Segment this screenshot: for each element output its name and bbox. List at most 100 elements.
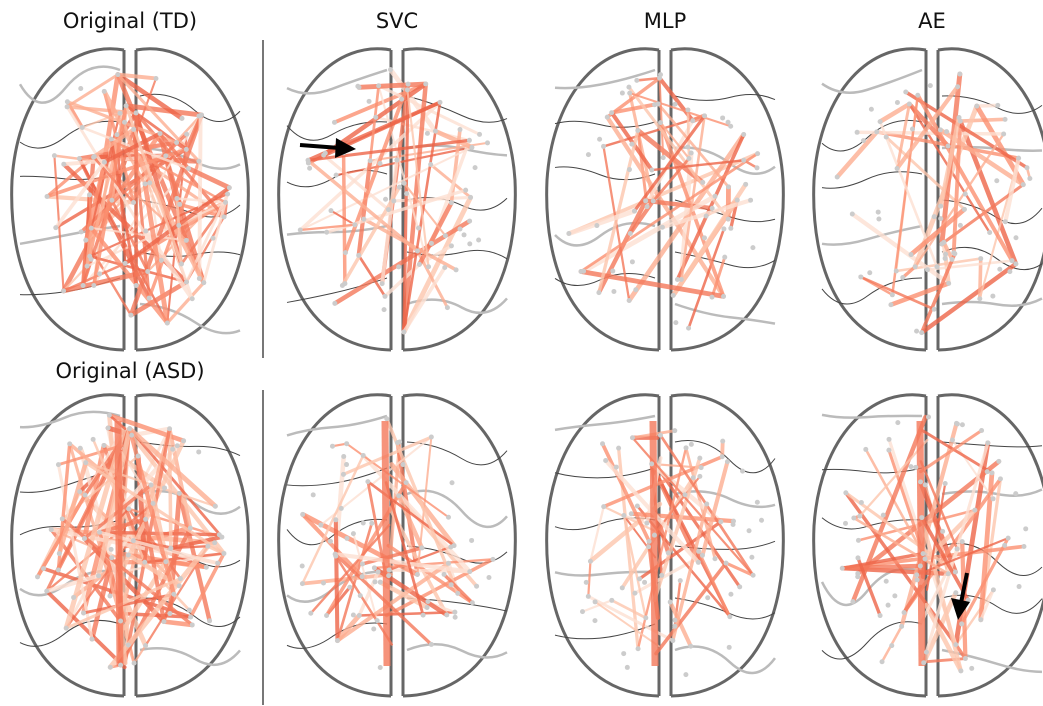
node: [755, 151, 760, 156]
node: [161, 619, 166, 624]
node: [163, 559, 168, 564]
node: [632, 591, 637, 596]
node: [1007, 269, 1012, 274]
node: [955, 422, 960, 427]
node: [888, 302, 893, 307]
node: [651, 199, 656, 204]
node: [727, 645, 732, 650]
node: [170, 447, 175, 452]
node: [586, 152, 591, 157]
node: [946, 281, 951, 286]
node: [131, 127, 136, 132]
node: [687, 156, 692, 161]
node: [685, 144, 690, 149]
connection: [688, 110, 689, 159]
node: [712, 556, 717, 561]
node: [449, 200, 454, 205]
node: [102, 160, 107, 165]
node: [453, 615, 458, 620]
connection: [880, 104, 909, 122]
node: [908, 464, 913, 469]
node: [344, 441, 349, 446]
gyrus: [287, 70, 387, 93]
node: [644, 521, 649, 526]
node: [1017, 584, 1022, 589]
node: [886, 448, 891, 453]
node: [594, 223, 599, 228]
node: [131, 200, 136, 205]
node: [636, 646, 641, 651]
node: [179, 116, 184, 121]
node: [438, 100, 443, 105]
node: [759, 518, 764, 523]
node: [380, 281, 385, 286]
node: [321, 581, 326, 586]
node: [79, 229, 84, 234]
node: [123, 261, 128, 266]
node: [425, 599, 430, 604]
node: [724, 561, 729, 566]
node: [628, 231, 633, 236]
node: [940, 529, 945, 534]
node: [151, 501, 156, 506]
node: [658, 433, 663, 438]
node: [620, 91, 625, 96]
gyrus: [287, 416, 387, 435]
node: [843, 490, 848, 495]
node: [629, 142, 634, 147]
node: [747, 528, 752, 533]
node: [467, 219, 472, 224]
node: [586, 594, 591, 599]
node: [700, 553, 705, 558]
node: [57, 551, 62, 556]
node: [174, 140, 179, 145]
node: [987, 230, 992, 235]
node: [126, 643, 131, 648]
node: [196, 159, 201, 164]
node: [720, 115, 725, 120]
node: [404, 480, 409, 485]
node: [378, 161, 383, 166]
node: [672, 428, 677, 433]
node: [749, 555, 754, 560]
node: [415, 572, 420, 577]
node: [143, 517, 148, 522]
node: [666, 550, 671, 555]
gyrus: [555, 572, 655, 576]
node: [652, 533, 657, 538]
node: [298, 228, 303, 233]
node: [697, 456, 702, 461]
node: [490, 557, 495, 562]
node: [1016, 156, 1021, 161]
node: [397, 185, 402, 190]
node: [117, 111, 122, 116]
node: [913, 465, 918, 470]
node: [83, 238, 88, 243]
node: [601, 504, 606, 509]
node: [477, 132, 482, 137]
gyrus: [20, 412, 120, 427]
node: [642, 580, 647, 585]
node: [661, 155, 666, 160]
node: [205, 544, 210, 549]
node: [938, 127, 943, 132]
node: [923, 556, 928, 561]
node: [914, 572, 919, 577]
node: [616, 446, 621, 451]
node: [147, 180, 152, 185]
node: [953, 570, 958, 575]
node: [221, 551, 226, 556]
node: [118, 618, 123, 623]
node: [702, 113, 707, 118]
node: [128, 313, 133, 318]
node: [341, 454, 346, 459]
node: [737, 584, 742, 589]
node: [923, 482, 928, 487]
node: [330, 444, 335, 449]
node: [894, 269, 899, 274]
node: [361, 520, 366, 525]
node: [134, 110, 139, 115]
node: [611, 289, 616, 294]
node: [373, 115, 378, 120]
node: [323, 151, 328, 156]
